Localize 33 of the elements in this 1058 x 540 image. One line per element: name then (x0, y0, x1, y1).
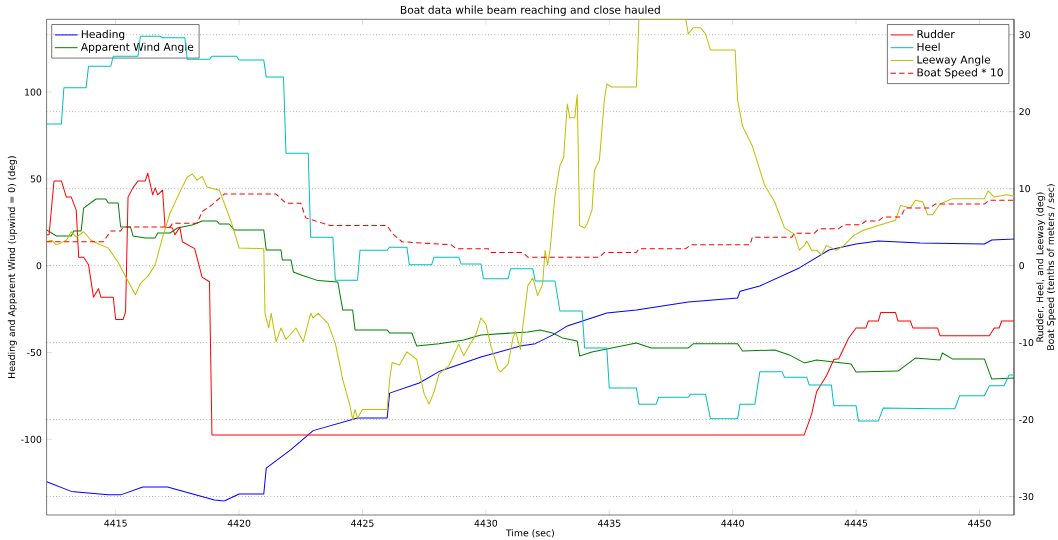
y2-tick-label: -30 (1019, 493, 1034, 501)
line-series (46, 172, 1015, 436)
y-tick-label: 100 (25, 88, 42, 96)
x-tick-label: 4420 (227, 519, 251, 527)
y2-tick-label: 10 (1019, 185, 1030, 193)
x-tick-label: 4415 (104, 519, 127, 527)
y-tick-label: -50 (27, 348, 42, 357)
y-tick-label: 0 (36, 262, 42, 270)
line-series (46, 198, 1015, 380)
legend-label: Apparent Wind Angle (80, 42, 194, 53)
legend-label: Heel (917, 42, 940, 51)
y2-tick-label: 0 (1019, 262, 1025, 270)
x-tick-label: 4440 (721, 519, 744, 527)
chart-title: Boat data while beam reaching and close hauled (400, 5, 660, 16)
y2-tick-label: 30 (1019, 31, 1030, 39)
y2-tick-label: 20 (1019, 108, 1030, 116)
y2-tick-label: -10 (1019, 339, 1034, 347)
y-tick-label: -100 (21, 435, 42, 443)
x-axis-title: Time (sec) (505, 529, 554, 538)
y-tick-label: 50 (30, 175, 42, 183)
x-tick-label: 4435 (597, 519, 621, 527)
x-tick-label: 4430 (474, 519, 498, 527)
legend-label: Rudder (917, 29, 955, 39)
legend-label: Heading (81, 29, 125, 41)
legend-label: Boat Speed * 10 (917, 68, 1003, 79)
line-series (46, 238, 1015, 502)
y2-axis-title: Rudder, Heel, and Leeway (deg) Boat Speed (tenths of meters / sec) (1036, 184, 1056, 350)
x-tick-label: 4445 (844, 519, 868, 527)
x-tick-label: 4425 (351, 519, 374, 527)
y2-tick-label: -20 (1019, 416, 1034, 424)
x-tick-label: 4450 (968, 519, 991, 527)
legend-label: Leeway Angle (917, 55, 991, 66)
y-axis-title: Heading and Apparent Wind (upwind = 0) (deg) (7, 156, 17, 378)
